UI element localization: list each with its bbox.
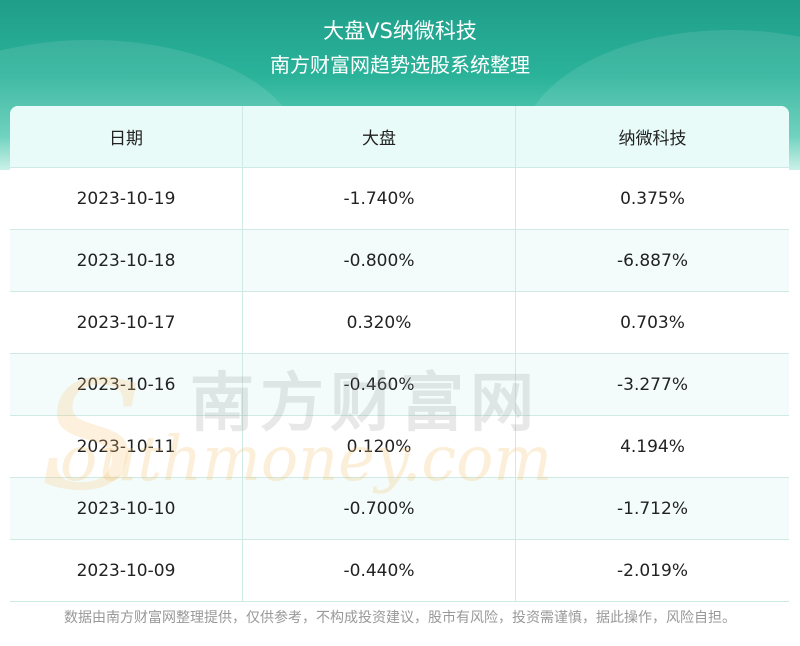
table-row: 2023-10-09 -0.440% -2.019%	[10, 540, 789, 602]
stock-change-cell: 0.703%	[620, 312, 685, 333]
column-header-stock: 纳微科技	[618, 129, 687, 149]
disclaimer-footer: 数据由南方财富网整理提供，仅供参考，不构成投资建议，股市有风险，投资需谨慎，据此…	[64, 610, 736, 626]
stock-change-cell: -2.019%	[617, 560, 688, 581]
comparison-table: 日期 大盘 纳微科技 2023-10-19 -1.740% 0.375% 202…	[10, 106, 789, 602]
stock-change-cell: 0.375%	[620, 188, 685, 209]
page-subtitle: 南方财富网趋势选股系统整理	[270, 53, 530, 77]
date-cell: 2023-10-18	[10, 230, 243, 291]
stock-change-cell: -3.277%	[617, 374, 688, 395]
table-row: 2023-10-17 0.320% 0.703%	[10, 292, 789, 354]
page-title: 大盘VS纳微科技	[323, 19, 477, 43]
table-row: 2023-10-11 0.120% 4.194%	[10, 416, 789, 478]
stock-change-cell: -6.887%	[617, 250, 688, 271]
date-cell: 2023-10-11	[10, 416, 243, 477]
title-block: 大盘VS纳微科技 南方财富网趋势选股系统整理	[0, 14, 800, 82]
market-change-cell: -0.440%	[243, 540, 516, 601]
table-row: 2023-10-16 -0.460% -3.277%	[10, 354, 789, 416]
stock-change-cell: -1.712%	[617, 498, 688, 519]
date-cell: 2023-10-19	[10, 168, 243, 229]
market-change-cell: -0.700%	[243, 478, 516, 539]
table-row: 2023-10-18 -0.800% -6.887%	[10, 230, 789, 292]
market-change-cell: -0.460%	[243, 354, 516, 415]
date-cell: 2023-10-16	[10, 354, 243, 415]
column-header-market: 大盘	[243, 106, 516, 167]
table-row: 2023-10-10 -0.700% -1.712%	[10, 478, 789, 540]
date-cell: 2023-10-10	[10, 478, 243, 539]
date-cell: 2023-10-09	[10, 540, 243, 601]
market-change-cell: -0.800%	[243, 230, 516, 291]
market-change-cell: 0.320%	[243, 292, 516, 353]
market-change-cell: -1.740%	[243, 168, 516, 229]
stock-change-cell: 4.194%	[620, 436, 685, 457]
date-cell: 2023-10-17	[10, 292, 243, 353]
table-row: 2023-10-19 -1.740% 0.375%	[10, 168, 789, 230]
market-change-cell: 0.120%	[243, 416, 516, 477]
column-header-date: 日期	[10, 106, 243, 167]
table-header-row: 日期 大盘 纳微科技	[10, 106, 789, 168]
